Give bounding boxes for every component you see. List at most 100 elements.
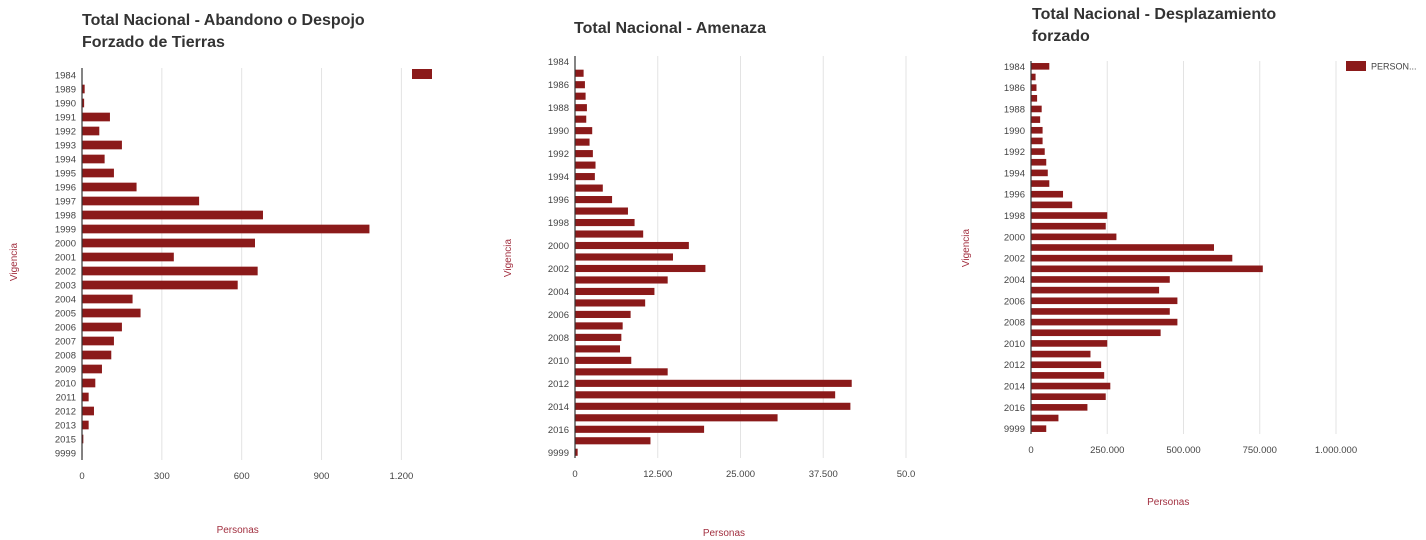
bar-2000 bbox=[82, 238, 255, 248]
bar-1995 bbox=[575, 184, 603, 192]
bar-2017 bbox=[575, 437, 651, 445]
bar-1999 bbox=[82, 224, 370, 234]
bar-1987 bbox=[575, 92, 586, 100]
bar-1990 bbox=[82, 98, 85, 108]
bar-2016 bbox=[575, 425, 705, 433]
bar-1994 bbox=[82, 154, 105, 164]
bar-2004 bbox=[1031, 276, 1170, 283]
bar-2007 bbox=[82, 336, 114, 346]
chart-abandono: 0 300 600 900 1.200 1984 1989 1990 1991 1992 1993 1… bbox=[9, 68, 432, 536]
y-tick-label: 1997 bbox=[55, 197, 76, 208]
bar-2009 bbox=[82, 364, 102, 374]
y-axis-title: Vigencia bbox=[9, 242, 20, 281]
bar-2017 bbox=[1031, 414, 1059, 422]
y-tick-label: 2006 bbox=[548, 310, 569, 321]
bar-2003 bbox=[575, 276, 668, 284]
bar-1984 bbox=[1031, 63, 1050, 70]
bar-2006 bbox=[1031, 297, 1178, 305]
bar-9999 bbox=[1031, 425, 1047, 432]
y-tick-label: 1986 bbox=[548, 80, 569, 91]
bar-2008 bbox=[575, 333, 622, 341]
bar-1997 bbox=[1031, 201, 1073, 209]
y-tick-label: 2014 bbox=[1004, 382, 1025, 393]
x-tick-label: 900 bbox=[314, 471, 330, 482]
y-tick-label: 2002 bbox=[1004, 254, 1025, 265]
bar-1988 bbox=[1031, 105, 1042, 113]
x-tick-label: 600 bbox=[234, 471, 250, 482]
bar-1993 bbox=[82, 140, 122, 150]
y-tick-label: 1995 bbox=[55, 169, 76, 180]
y-tick-label: 9999 bbox=[548, 448, 569, 459]
y-axis-title: Vigencia bbox=[961, 228, 972, 267]
y-tick-label: 2014 bbox=[548, 402, 569, 413]
y-tick-label: 2009 bbox=[55, 365, 76, 376]
bar-2010 bbox=[575, 356, 632, 364]
y-tick-label: 2010 bbox=[1004, 339, 1025, 350]
x-tick-label: 50.0 bbox=[897, 469, 916, 480]
bar-2005 bbox=[1031, 286, 1160, 294]
chart-panel-amenaza: Total Nacional - Amenaza 0 12.500 25.000 37… bbox=[476, 0, 952, 540]
bar-1985 bbox=[575, 69, 584, 77]
y-tick-label: 1984 bbox=[55, 71, 76, 82]
y-tick-label: 2011 bbox=[56, 393, 76, 404]
bar-1994 bbox=[575, 173, 595, 181]
bar-2004 bbox=[82, 294, 133, 304]
x-axis-title: Personas bbox=[1147, 497, 1189, 508]
y-tick-label: 1998 bbox=[1004, 211, 1025, 222]
bar-1998 bbox=[82, 210, 263, 220]
y-tick-label: 2010 bbox=[55, 379, 76, 390]
bar-2011 bbox=[575, 368, 668, 376]
y-tick-label: 2002 bbox=[548, 264, 569, 275]
bar-2008 bbox=[82, 350, 112, 360]
x-tick-label: 25.000 bbox=[726, 469, 755, 480]
y-tick-label: 2016 bbox=[1004, 403, 1025, 414]
y-tick-label: 1990 bbox=[55, 99, 76, 110]
x-tick-label: 300 bbox=[154, 471, 170, 482]
bar-1992 bbox=[82, 126, 100, 136]
bar-1997 bbox=[575, 207, 628, 215]
bar-2000 bbox=[1031, 233, 1117, 241]
chart-panel-desplazamiento: Total Nacional - Desplazamiento forzado … bbox=[952, 0, 1426, 540]
y-tick-label: 1996 bbox=[55, 183, 76, 194]
legend-label: PERSON... bbox=[1371, 62, 1417, 72]
y-tick-label: 9999 bbox=[1004, 424, 1025, 435]
bar-2015 bbox=[1031, 393, 1106, 401]
bar-1985 bbox=[1031, 73, 1036, 81]
y-tick-label: 1996 bbox=[548, 195, 569, 206]
y-tick-label: 2001 bbox=[55, 253, 76, 264]
bar-1992 bbox=[575, 150, 593, 158]
y-tick-label: 2003 bbox=[55, 281, 76, 292]
y-tick-label: 1994 bbox=[548, 172, 569, 183]
y-tick-label: 1994 bbox=[1004, 168, 1025, 179]
y-tick-label: 1992 bbox=[548, 149, 569, 160]
y-tick-label: 1992 bbox=[55, 127, 76, 138]
bar-2008 bbox=[1031, 318, 1178, 326]
bar-2005 bbox=[575, 299, 646, 307]
y-tick-label: 1984 bbox=[548, 57, 569, 68]
x-tick-label: 37.500 bbox=[809, 469, 838, 480]
y-tick-label: 1989 bbox=[55, 85, 76, 96]
bar-2009 bbox=[1031, 329, 1161, 337]
bar-1993 bbox=[575, 161, 596, 169]
y-tick-label: 2004 bbox=[548, 287, 569, 298]
bar-2007 bbox=[575, 322, 623, 330]
bar-1994 bbox=[1031, 169, 1048, 177]
bar-1995 bbox=[1031, 180, 1050, 187]
bar-1991 bbox=[82, 112, 110, 122]
bar-1990 bbox=[575, 127, 593, 135]
x-tick-label: 12.500 bbox=[643, 469, 672, 480]
bar-1989 bbox=[82, 84, 85, 94]
y-tick-label: 2016 bbox=[548, 425, 569, 436]
y-tick-label: 1993 bbox=[55, 141, 76, 152]
bar-2011 bbox=[82, 392, 89, 402]
bar-2000 bbox=[575, 241, 689, 250]
bar-2007 bbox=[1031, 308, 1170, 315]
y-tick-label: 2008 bbox=[1004, 318, 1025, 329]
y-tick-label: 1988 bbox=[1004, 104, 1025, 115]
bar-2015 bbox=[575, 414, 778, 422]
chart-title: Total Nacional - Abandono o Despojo Forz… bbox=[82, 12, 365, 51]
bar-2014 bbox=[1031, 382, 1111, 390]
y-tick-label: 2004 bbox=[1004, 275, 1025, 286]
bar-1989 bbox=[575, 115, 587, 123]
y-tick-label: 2000 bbox=[1004, 232, 1025, 243]
